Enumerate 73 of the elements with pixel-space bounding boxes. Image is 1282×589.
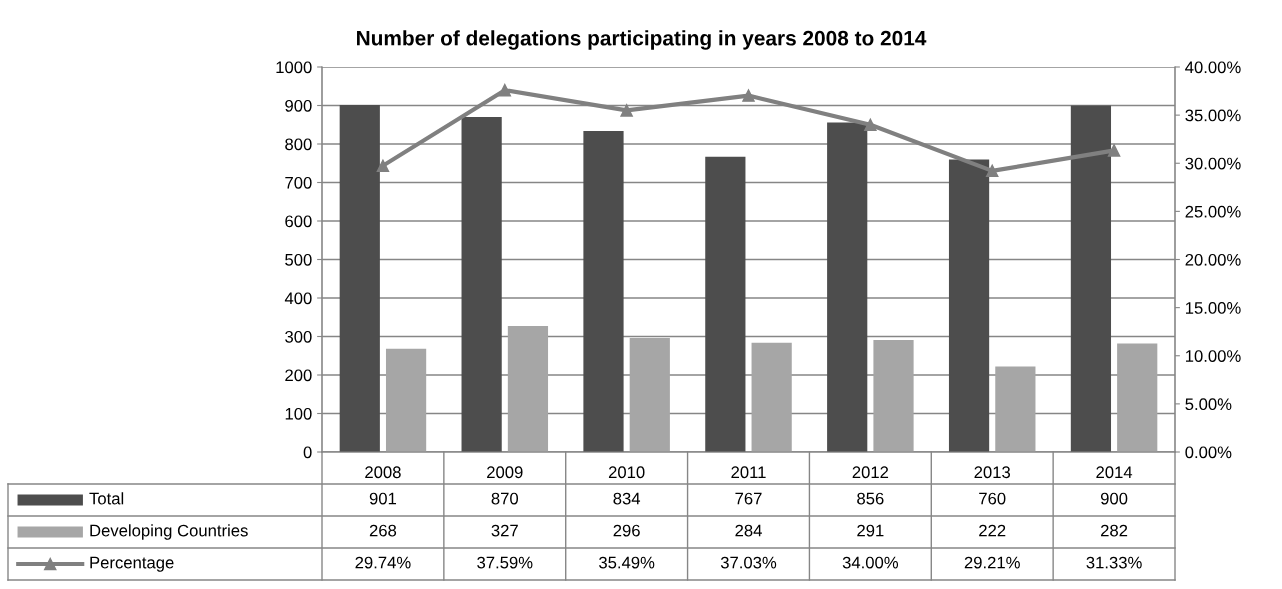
bar — [629, 338, 670, 452]
bar — [339, 105, 380, 452]
legend-label: Developing Countries — [90, 524, 248, 540]
chart-title: Number of delegations participating in years 2008 to 2014 — [357, 30, 927, 50]
point — [742, 89, 755, 102]
y-tick-label: 800 — [285, 138, 312, 151]
y2-tick-label: 5.00% — [1185, 398, 1232, 411]
data-label: 31.33% — [1086, 556, 1142, 569]
bar — [705, 156, 746, 452]
data-label: 291 — [857, 524, 884, 537]
y-tick-label: 1000 — [276, 61, 312, 74]
data-label: 856 — [857, 492, 884, 505]
y-tick-label: 700 — [285, 176, 312, 189]
bar — [873, 339, 914, 452]
x-tick-label: 2008 — [365, 466, 401, 479]
y-tick-label: 200 — [285, 369, 312, 382]
y-tick-label: 0 — [303, 446, 312, 459]
y-tick-label: 100 — [285, 407, 312, 420]
x-tick-label: 2010 — [608, 466, 645, 479]
data-label: 834 — [613, 492, 641, 505]
point — [620, 104, 633, 117]
bar — [948, 159, 990, 452]
data-label: 29.21% — [964, 556, 1020, 569]
data-label: 870 — [491, 492, 519, 505]
bar — [385, 348, 427, 452]
y-tick-label: 500 — [285, 253, 312, 266]
data-label: 900 — [1100, 492, 1128, 505]
point — [1107, 144, 1121, 157]
data-label: 222 — [979, 524, 1006, 537]
y2-tick-label: 40.00% — [1185, 61, 1241, 74]
data-label: 34.00% — [842, 556, 899, 569]
y2-tick-label: 25.00% — [1185, 205, 1241, 218]
data-label: 296 — [613, 524, 640, 537]
bar — [1117, 343, 1158, 452]
bar — [507, 326, 549, 452]
data-label: 282 — [1101, 524, 1128, 537]
data-label: 29.74% — [355, 556, 411, 569]
bar — [995, 366, 1036, 452]
y-tick-label: 300 — [285, 330, 312, 343]
x-tick-label: 2014 — [1096, 466, 1133, 479]
legend-label: Total — [89, 492, 124, 505]
bar — [751, 342, 792, 452]
data-label: 268 — [369, 524, 397, 537]
bar — [827, 122, 868, 452]
y2-tick-label: 30.00% — [1185, 157, 1241, 170]
y-tick-label: 400 — [284, 292, 312, 305]
data-label: 901 — [369, 492, 397, 505]
data-label: 284 — [735, 524, 762, 537]
bar — [1070, 105, 1112, 452]
data-label: 35.49% — [599, 556, 655, 569]
bar — [583, 130, 624, 452]
y2-tick-label: 0.00% — [1185, 446, 1232, 459]
point — [376, 159, 390, 173]
y2-tick-label: 35.00% — [1185, 109, 1241, 122]
data-label: 37.59% — [477, 556, 533, 569]
point — [498, 83, 512, 97]
y-tick-label: 600 — [285, 215, 312, 228]
x-tick-label: 2013 — [974, 466, 1011, 479]
data-label: 767 — [735, 492, 762, 505]
data-label: 327 — [491, 524, 518, 537]
y2-tick-label: 20.00% — [1185, 253, 1241, 266]
legend-label: Percentage — [90, 556, 174, 572]
y2-tick-label: 15.00% — [1185, 302, 1241, 314]
data-label: 760 — [979, 492, 1006, 505]
x-tick-label: 2012 — [852, 466, 889, 479]
point — [985, 164, 999, 178]
y2-tick-label: 10.00% — [1185, 350, 1241, 362]
y-tick-label: 900 — [285, 99, 312, 112]
data-label: 37.03% — [720, 556, 777, 569]
x-tick-label: 2009 — [487, 466, 523, 479]
x-tick-label: 2011 — [731, 466, 766, 479]
bar — [461, 117, 502, 452]
point — [864, 118, 877, 132]
